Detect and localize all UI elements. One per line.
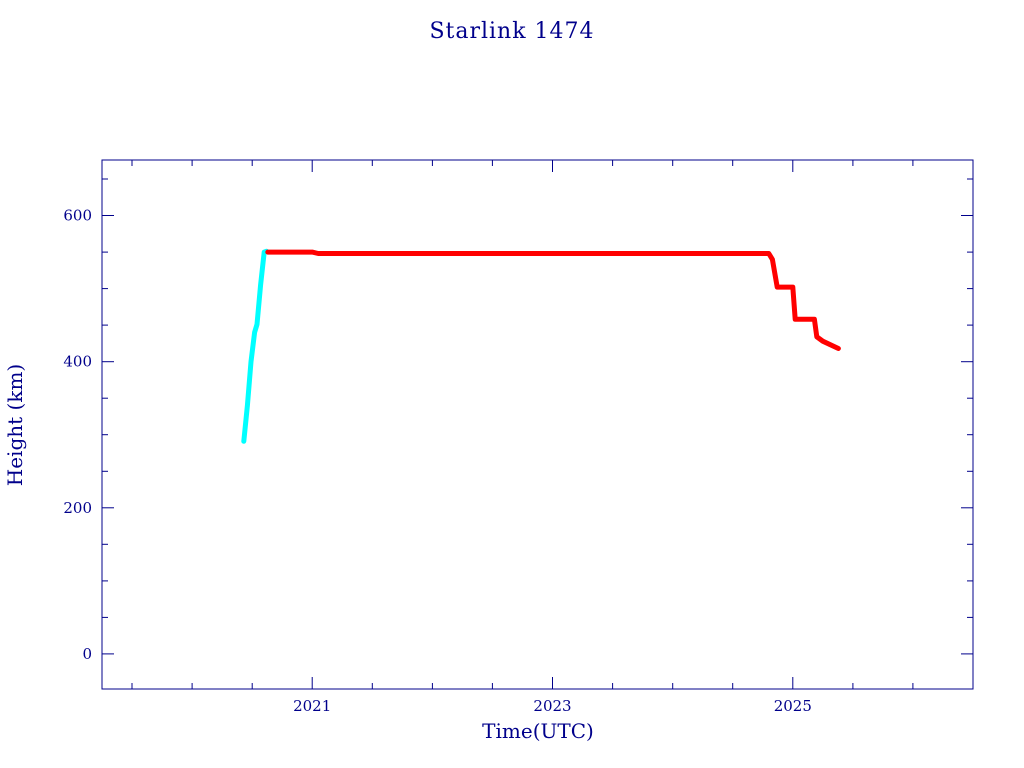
y-tick-label: 600 <box>63 207 92 225</box>
x-tick-label: 2021 <box>293 697 331 715</box>
y-axis-label: Height (km) <box>3 364 27 486</box>
axis-tick-labels: 2021 2023 2025 0 200 400 600 <box>63 207 812 716</box>
y-tick-label: 200 <box>63 499 92 517</box>
y-tick-label: 400 <box>63 353 92 371</box>
x-axis-label: Time(UTC) <box>482 719 594 743</box>
x-tick-label: 2023 <box>533 697 571 715</box>
axis-ticks <box>102 160 974 689</box>
series-line-1 <box>241 248 270 444</box>
y-tick-label: 0 <box>82 645 92 663</box>
x-tick-label: 2025 <box>774 697 812 715</box>
plot-frame <box>101 159 974 690</box>
series-group <box>241 248 841 444</box>
chart-title: Starlink 1474 <box>429 19 594 44</box>
series-line-2 <box>265 249 841 351</box>
